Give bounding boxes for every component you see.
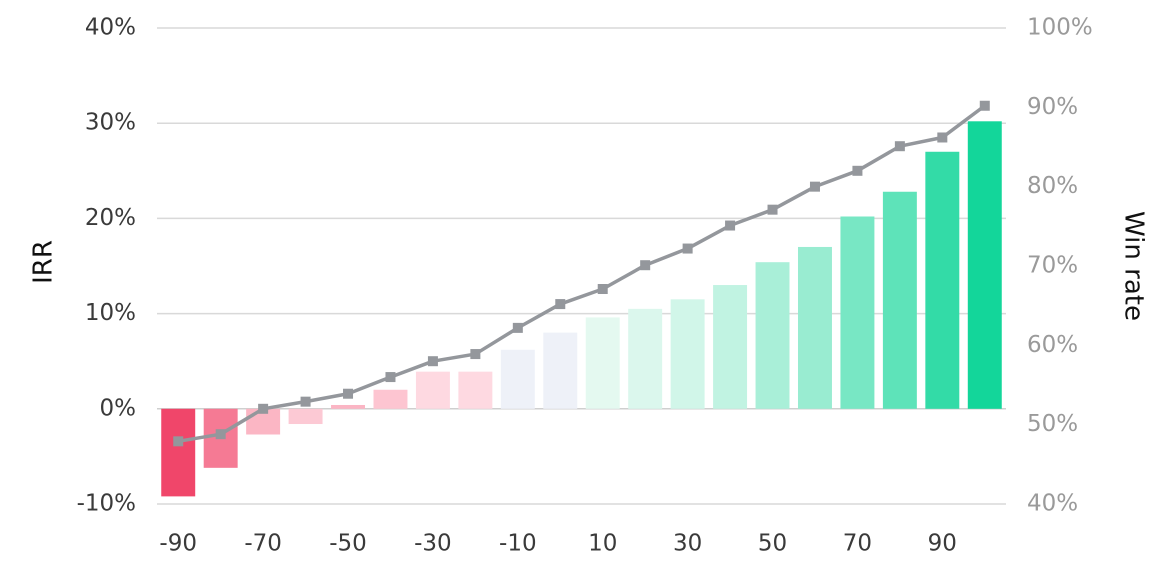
win-rate-marker: [258, 403, 269, 414]
right-axis-ticks: 40% 50% 60% 70% 80% 90% 100%: [1027, 15, 1093, 517]
win-rate-marker: [852, 165, 863, 176]
irr-bar: [797, 246, 832, 409]
x-tick-label: 70: [843, 531, 872, 557]
win-rate-marker: [512, 322, 523, 333]
irr-bar: [713, 285, 748, 409]
win-rate-marker: [894, 141, 905, 152]
irr-bar: [628, 308, 663, 409]
win-rate-marker: [343, 388, 354, 399]
win-rate-polyline: [177, 104, 986, 444]
x-tick-label: -70: [244, 531, 282, 557]
irr-bar: [288, 408, 323, 425]
left-axis-title: IRR: [29, 240, 59, 284]
x-tick-label: 30: [673, 531, 702, 557]
win-rate-marker: [215, 429, 226, 440]
x-tick-label: -50: [329, 531, 367, 557]
irr-bar: [161, 408, 196, 497]
right-tick-label: 50%: [1027, 411, 1078, 437]
right-tick-label: 100%: [1027, 15, 1093, 41]
left-tick-label: 10%: [85, 300, 136, 326]
irr-bar: [585, 317, 620, 409]
win-rate-marker: [427, 356, 438, 367]
win-rate-line: [173, 100, 990, 447]
irr-bar: [882, 191, 917, 409]
win-rate-marker: [640, 260, 651, 271]
irr-bars: [161, 121, 1002, 497]
win-rate-marker: [555, 299, 566, 310]
irr-bar: [840, 216, 875, 409]
irr-bar: [415, 371, 450, 409]
right-tick-label: 40%: [1027, 491, 1078, 517]
win-rate-marker: [470, 349, 481, 360]
x-tick-label: 50: [758, 531, 787, 557]
x-tick-label: -10: [499, 531, 537, 557]
left-tick-label: 30%: [85, 110, 136, 136]
irr-bar: [543, 332, 578, 409]
irr-bar: [458, 371, 493, 409]
win-rate-marker: [682, 243, 693, 254]
left-tick-label: 40%: [85, 15, 136, 41]
win-rate-marker: [725, 220, 736, 231]
x-tick-label: -90: [159, 531, 197, 557]
irr-bar: [925, 151, 960, 409]
left-tick-label: -10%: [77, 491, 136, 517]
x-tick-label: 10: [588, 531, 617, 557]
left-tick-label: 20%: [85, 205, 136, 231]
left-tick-label: 0%: [100, 395, 137, 421]
right-axis-title: Win rate: [1119, 211, 1149, 321]
right-tick-label: 60%: [1027, 332, 1078, 358]
win-rate-marker: [979, 100, 990, 111]
x-tick-label: -30: [414, 531, 452, 557]
x-axis-ticks: -90 -70 -50 -30 -10 10 30 50 70 90: [159, 531, 957, 557]
right-tick-label: 70%: [1027, 253, 1078, 279]
gridlines: [157, 27, 1006, 505]
win-rate-marker: [809, 181, 820, 192]
irr-bar: [670, 299, 705, 409]
irr-bar: [331, 404, 366, 409]
win-rate-marker: [767, 204, 778, 215]
left-axis-ticks: -10% 0% 10% 20% 30% 40%: [77, 15, 136, 517]
x-tick-label: 90: [928, 531, 957, 557]
win-rate-marker: [300, 396, 311, 407]
right-tick-label: 80%: [1027, 173, 1078, 199]
win-rate-marker: [937, 132, 948, 143]
irr-bar: [373, 389, 408, 409]
win-rate-marker: [597, 284, 608, 295]
irr-bar: [500, 349, 535, 409]
irr-bar: [755, 262, 790, 409]
irr-bar: [967, 121, 1002, 409]
win-rate-marker: [173, 436, 184, 447]
right-tick-label: 90%: [1027, 94, 1078, 120]
win-rate-marker: [385, 372, 396, 383]
